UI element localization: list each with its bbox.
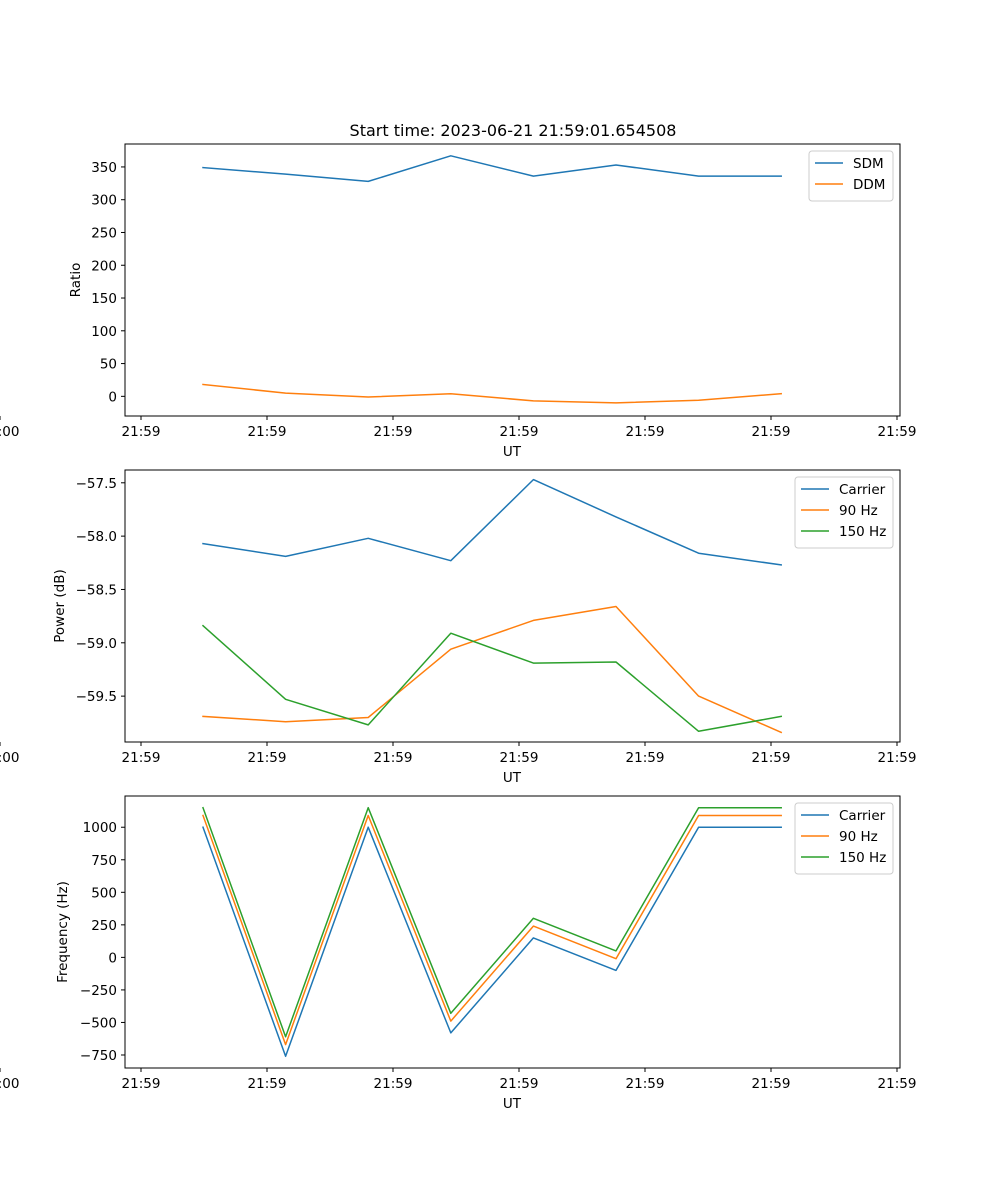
power-x-tick-label: 22:00: [0, 750, 19, 766]
frequency-axes-frame: [124, 795, 901, 1069]
frequency-x-tick-label: 21:59: [248, 1076, 287, 1092]
ratio-x-tick-label: 21:59: [248, 424, 287, 440]
ratio-series: [202, 155, 783, 404]
ratio-legend-label: DDM: [853, 177, 885, 193]
ratio-x-tick-label: 21:59: [122, 424, 161, 440]
power-series-carrier: [202, 478, 783, 566]
frequency-x-tick-label: 21:59: [500, 1076, 539, 1092]
ratio-x-axis: 21:59 21:59 21:59 21:59 21:59 21:59 21:59 22:00: [0, 416, 916, 440]
ratio-x-label: UT: [503, 444, 522, 460]
power-x-axis: 21:59 21:59 21:59 21:59 21:59 21:59 21:59 22:00: [0, 742, 916, 766]
power-x-tick-label: 21:59: [878, 750, 917, 766]
power-series: [201, 478, 783, 734]
frequency-series-carrier: [202, 826, 782, 1058]
power-legend-label: 150 Hz: [839, 524, 886, 540]
ratio-y-tick-label: 250: [91, 225, 117, 241]
frequency-y-tick-label: 750: [91, 853, 117, 869]
frequency-legend: Carrier 90 Hz 150 Hz: [794, 802, 894, 875]
frequency-y-tick-label: 0: [108, 950, 117, 966]
frequency-x-tick-label: 22:00: [0, 1076, 19, 1092]
figure-title: Start time: 2023-06-21 21:59:01.654508: [350, 121, 677, 140]
ratio-legend-label: SDM: [853, 156, 884, 172]
ratio-y-axis: 0 50 100 150 200 250 300 350: [91, 160, 125, 405]
ratio-legend: SDM DDM: [808, 150, 894, 202]
ratio-y-tick-label: 350: [91, 160, 117, 176]
ratio-x-tick-label: 22:00: [0, 424, 19, 440]
frequency-y-tick-label: 500: [91, 885, 117, 901]
frequency-x-label: UT: [503, 1096, 522, 1112]
frequency-y-tick-label: 250: [91, 918, 117, 934]
power-legend-label: Carrier: [839, 482, 886, 498]
frequency-x-tick-label: 21:59: [122, 1076, 161, 1092]
ratio-y-tick-label: 100: [91, 324, 117, 340]
power-y-tick-label: −59.5: [76, 689, 117, 705]
frequency-y-label: Frequency (Hz): [55, 881, 71, 983]
power-y-axis: −59.5 −59.0 −58.5 −58.0 −57.5: [76, 476, 125, 705]
frequency-legend-label: 90 Hz: [839, 829, 878, 845]
power-legend-label: 90 Hz: [839, 503, 878, 519]
frequency-y-tick-label: −250: [80, 983, 117, 999]
frequency-series: [202, 806, 782, 1058]
frequency-legend-label: Carrier: [839, 808, 886, 824]
ratio-axes-frame: [124, 143, 901, 417]
frequency-x-axis: 21:59 21:59 21:59 21:59 21:59 21:59 21:59 22:00: [0, 1068, 916, 1092]
frequency-x-tick-label: 21:59: [374, 1076, 413, 1092]
ratio-x-tick-label: 21:59: [500, 424, 539, 440]
power-x-label: UT: [503, 770, 522, 786]
power-y-tick-label: −58.0: [76, 529, 117, 545]
frequency-x-tick-label: 21:59: [626, 1076, 665, 1092]
power-axes-frame: [124, 469, 901, 743]
ratio-series-sdm: [202, 155, 782, 183]
frequency-x-tick-label: 21:59: [752, 1076, 791, 1092]
ratio-y-label: Ratio: [68, 263, 84, 298]
power-series-90-hz: [202, 605, 783, 734]
frequency-series-150-hz: [202, 806, 782, 1038]
power-subplot: −59.5−59.0−58.5−58.0−57.5 21:59 21:59 21:5…: [0, 469, 916, 786]
power-x-tick-label: 21:59: [122, 750, 161, 766]
power-y-tick-label: −59.0: [76, 636, 117, 652]
power-x-tick-label: 21:59: [626, 750, 665, 766]
power-x-tick-label: 21:59: [752, 750, 791, 766]
frequency-y-axis: −750 −500 −250 0 250 500 750 1000: [80, 820, 125, 1064]
ratio-x-tick-label: 21:59: [752, 424, 791, 440]
frequency-legend-label: 150 Hz: [839, 850, 886, 866]
ratio-y-tick-label: 0: [108, 389, 117, 405]
ratio-y-tick-label: 50: [100, 357, 117, 373]
frequency-x-tick-label: 21:59: [878, 1076, 917, 1092]
power-x-tick-label: 21:59: [500, 750, 539, 766]
frequency-y-tick-label: 1000: [83, 820, 117, 836]
power-legend: Carrier 90 Hz 150 Hz: [794, 476, 894, 549]
frequency-y-tick-label: −750: [80, 1048, 117, 1064]
power-y-tick-label: −58.5: [76, 582, 117, 598]
ratio-series-ddm: [202, 383, 783, 404]
ratio-y-tick-label: 200: [91, 258, 117, 274]
frequency-y-tick-label: −500: [80, 1015, 117, 1031]
frequency-series-90-hz: [202, 814, 782, 1046]
ratio-x-tick-label: 21:59: [374, 424, 413, 440]
power-y-label: Power (dB): [52, 569, 68, 642]
power-y-tick-label: −57.5: [76, 476, 117, 492]
power-x-tick-label: 21:59: [374, 750, 413, 766]
ratio-x-tick-label: 21:59: [878, 424, 917, 440]
power-x-tick-label: 21:59: [248, 750, 287, 766]
ratio-x-tick-label: 21:59: [626, 424, 665, 440]
power-series-150-hz: [201, 624, 783, 733]
ratio-y-tick-label: 150: [91, 291, 117, 307]
ratio-y-tick-label: 300: [91, 193, 117, 209]
